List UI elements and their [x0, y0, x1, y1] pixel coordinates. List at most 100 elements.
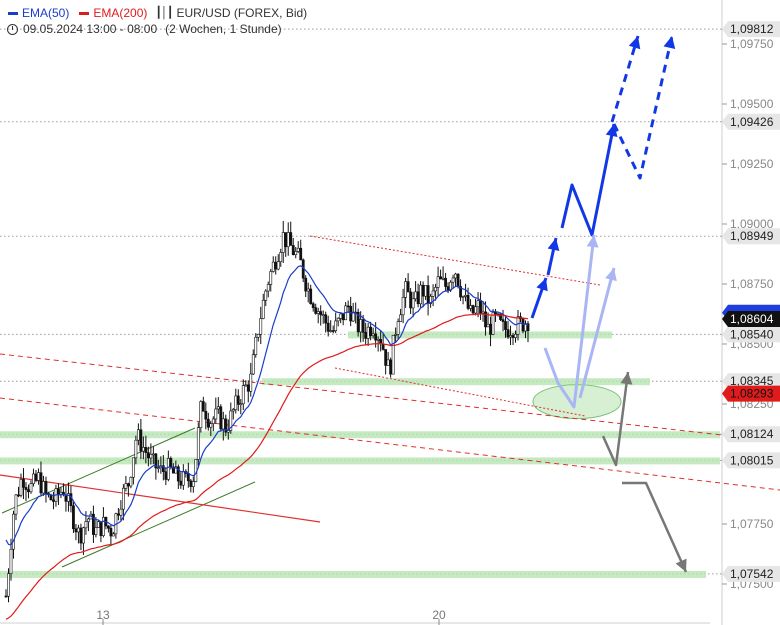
ema-lines — [5, 265, 529, 620]
level-tag — [722, 113, 780, 130]
candle-body — [331, 330, 335, 332]
candle-body — [17, 494, 20, 497]
candle-body — [401, 296, 405, 316]
candle-body — [82, 527, 85, 544]
candle-body — [346, 305, 350, 308]
candle-body — [97, 521, 100, 528]
candle-body — [371, 333, 375, 337]
support-zone — [262, 378, 650, 386]
candle-body — [414, 291, 418, 300]
candle-body — [87, 518, 90, 522]
candle-body — [77, 527, 80, 533]
candle-body — [9, 548, 13, 574]
forecast-arrow — [560, 123, 616, 237]
candle-body — [436, 276, 440, 288]
y-tick-label: 1,09000 — [730, 217, 774, 231]
candle-body — [199, 401, 203, 429]
candle-body — [306, 288, 310, 292]
candle-body — [269, 271, 273, 285]
ema200-label: EMA(200) — [93, 6, 148, 20]
level-tag — [722, 452, 780, 469]
candle-body — [69, 493, 73, 507]
candle-body — [166, 458, 170, 480]
candle-body — [201, 401, 205, 412]
candle-body — [394, 334, 398, 336]
ema200-line — [5, 313, 529, 620]
ema50-label: EMA(50) — [22, 6, 70, 20]
candle-body — [276, 261, 280, 270]
candle-body — [309, 288, 313, 304]
candle-body — [116, 513, 120, 516]
candle-body — [209, 423, 213, 428]
level-label: 1,08015 — [730, 453, 774, 467]
grid-lines — [0, 28, 722, 575]
candle-body — [179, 480, 183, 486]
candle-body — [516, 316, 520, 335]
period-label: (2 Wochen, 1 Stunde) — [165, 22, 282, 36]
candle-body — [506, 329, 510, 338]
candle-body — [139, 429, 143, 452]
candle-body — [359, 319, 363, 333]
candle-body — [206, 418, 210, 428]
candle-body — [229, 410, 233, 431]
candle-body — [7, 573, 10, 597]
candle-body — [124, 483, 128, 489]
candle-body — [499, 313, 502, 320]
candle-body — [236, 395, 240, 405]
candle-body — [314, 307, 318, 314]
x-tick-label: 13 — [96, 608, 110, 622]
y-tick-label: 1,07750 — [730, 517, 774, 531]
candle-body — [126, 483, 130, 487]
candle-body — [264, 290, 268, 301]
level-tag — [722, 326, 780, 343]
candle-body — [411, 298, 415, 309]
candle-body — [37, 472, 40, 481]
candle-body — [149, 454, 153, 459]
candle-body — [349, 306, 353, 322]
instrument-label: EUR/USD (FOREX, Bid) — [176, 6, 308, 20]
candle-body — [296, 247, 300, 252]
candles-icon: ┃│┃ — [155, 7, 173, 19]
candle-body — [364, 332, 368, 339]
channel-upper-line — [1, 427, 196, 514]
candle-body — [146, 452, 150, 459]
candle-body — [341, 313, 345, 321]
candle-body — [214, 408, 218, 420]
candle-body — [204, 410, 208, 420]
candle-body — [111, 533, 115, 537]
candle-body — [521, 318, 525, 332]
y-tick-label: 1,09750 — [730, 37, 774, 51]
candle-body — [321, 314, 325, 317]
candle-body — [504, 321, 507, 330]
candle-body — [92, 513, 95, 535]
channel-lower-line — [61, 481, 256, 568]
ema50-swatch — [8, 11, 18, 15]
candle-body — [29, 483, 33, 493]
level-tag — [722, 565, 780, 582]
candle-body — [491, 312, 495, 335]
candle-body — [376, 338, 380, 341]
candle-body — [361, 319, 365, 333]
resistance-trendline — [0, 353, 723, 436]
candle-body — [161, 465, 165, 473]
candle-body — [102, 516, 105, 536]
candle-body — [271, 261, 275, 272]
candle-body — [289, 232, 293, 246]
candle-body — [469, 305, 472, 309]
candle-body — [14, 494, 18, 515]
candle-body — [244, 384, 248, 387]
candle-body — [374, 333, 378, 341]
support-zones — [0, 331, 720, 578]
level-label: 1,08345 — [730, 374, 774, 388]
candle-body — [389, 359, 393, 375]
candle-body — [196, 427, 200, 460]
candle-body — [464, 294, 467, 297]
candle-body — [226, 430, 230, 433]
candle-body — [57, 488, 60, 496]
candle-body — [221, 418, 225, 430]
candle-body — [129, 476, 133, 487]
downtrend-line — [0, 474, 321, 523]
candle-body — [494, 312, 497, 315]
candle-body — [144, 447, 148, 453]
